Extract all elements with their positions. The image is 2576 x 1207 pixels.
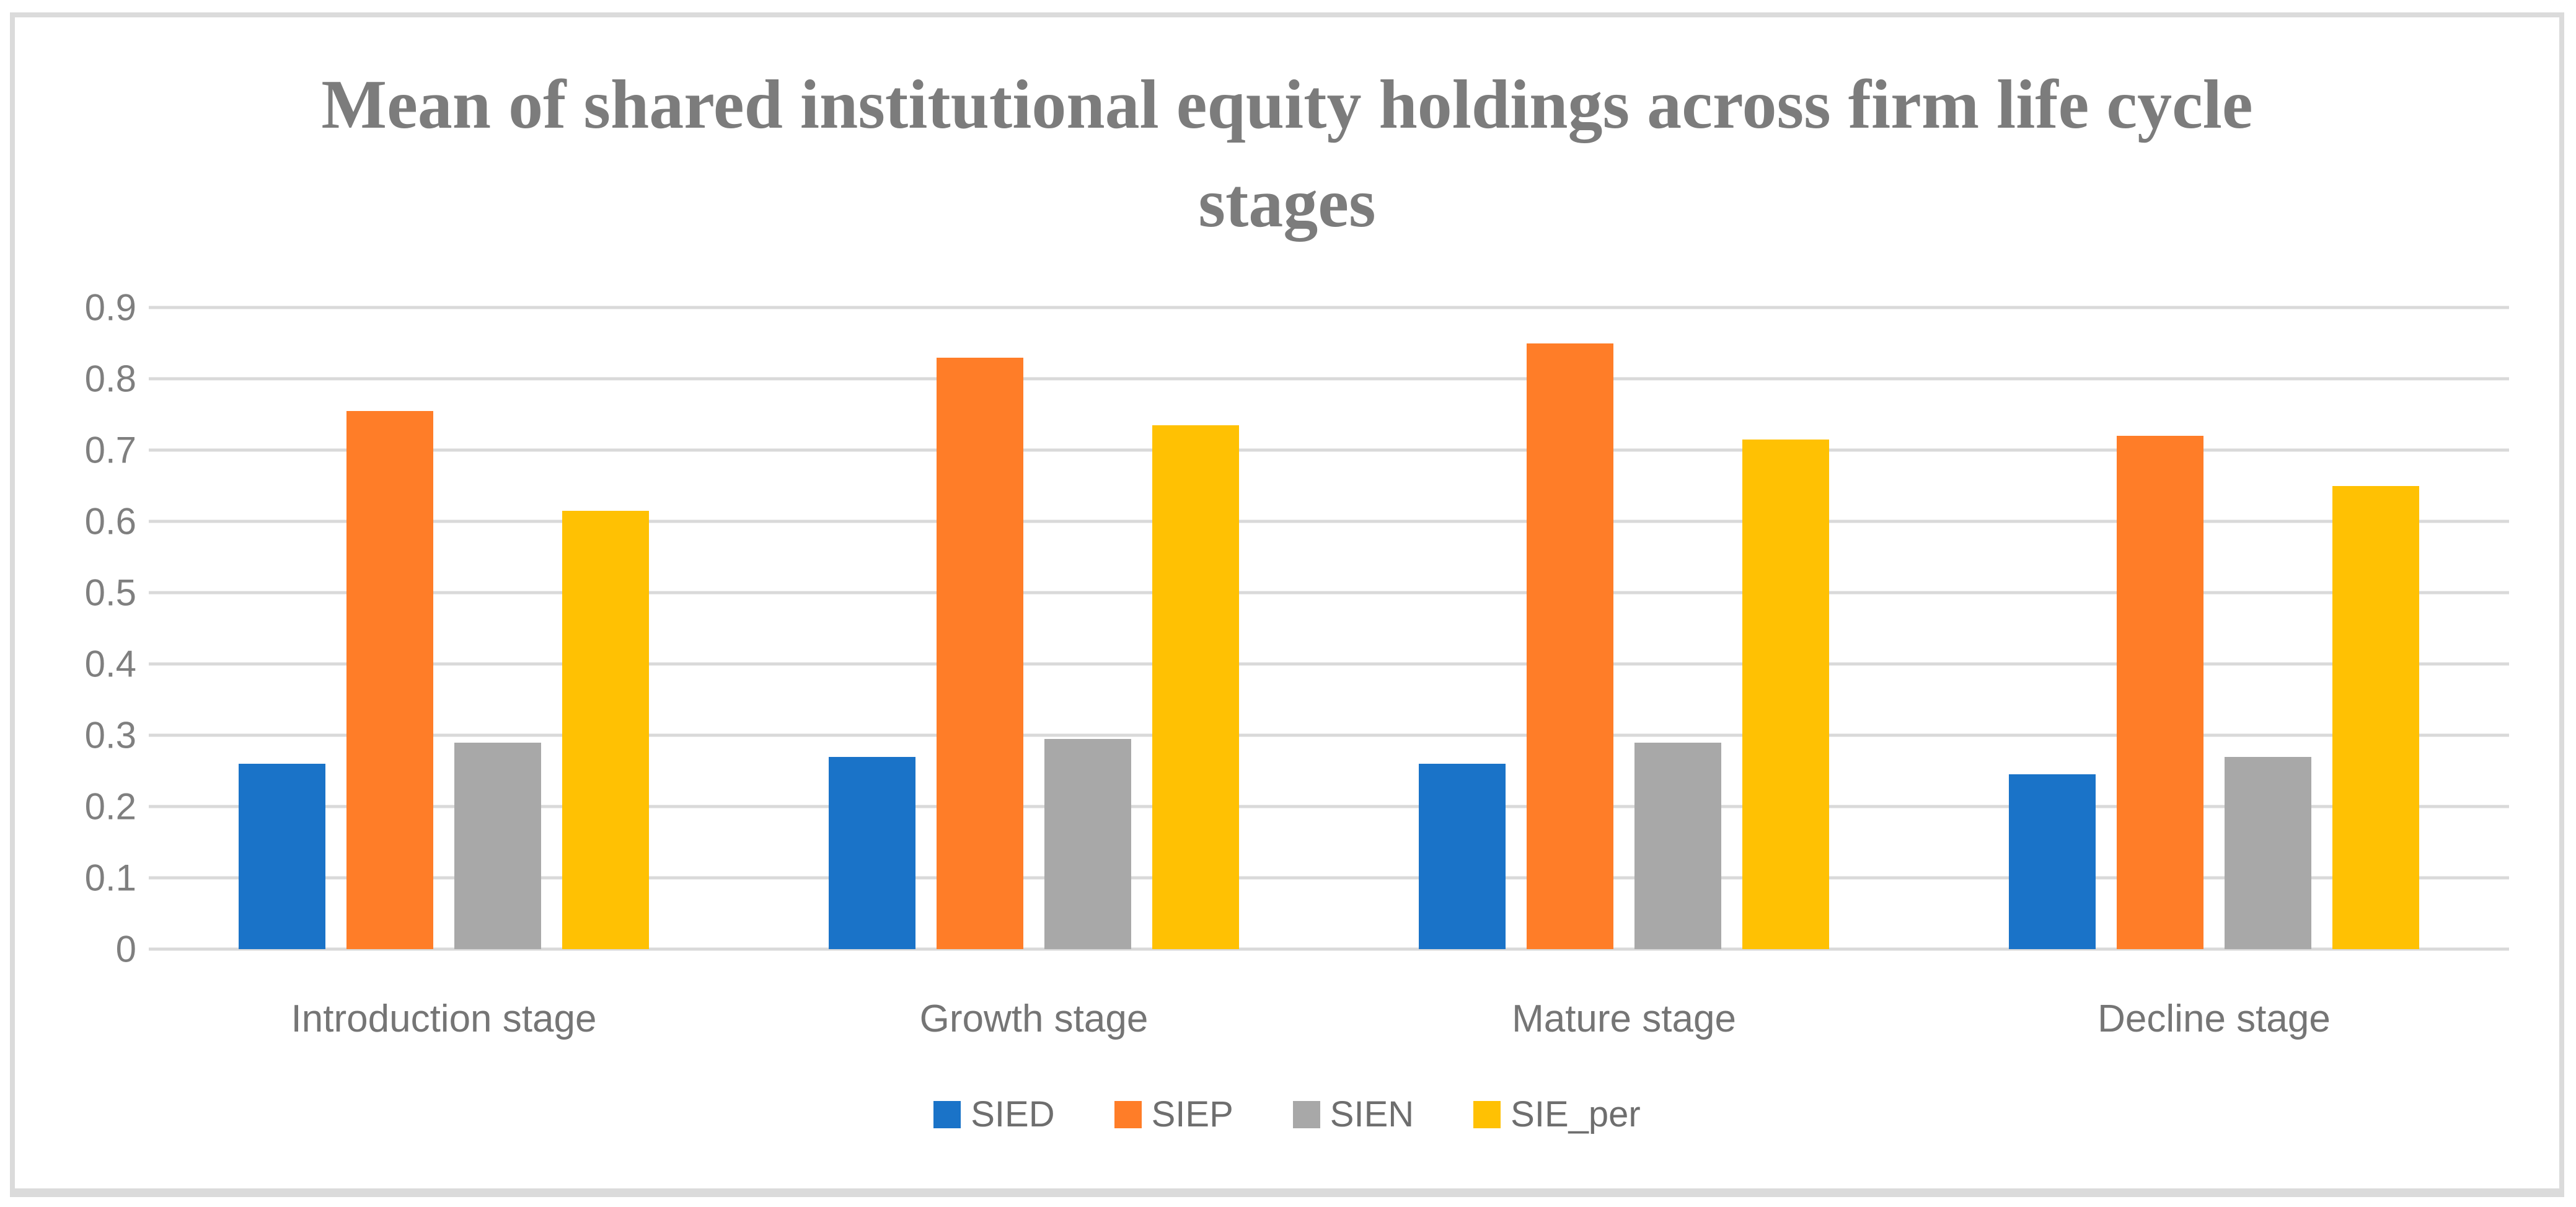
gridline-0.8 (149, 377, 2509, 381)
y-tick-label: 0.4 (84, 643, 136, 685)
bar-group-decline-stage (1919, 307, 2509, 949)
bar-SIEP-growth-stage (937, 357, 1023, 949)
legend-label: SIED (971, 1094, 1055, 1134)
legend-item-SIEN: SIEN (1292, 1094, 1414, 1135)
bar-SIEN-growth-stage (1044, 738, 1131, 949)
bar-SIEP-mature-stage (1527, 343, 1613, 949)
x-axis-label: Decline stage (2097, 997, 2331, 1040)
bar-SIED-decline-stage (2009, 774, 2096, 949)
bar-SIE_per-introduction-stage (562, 510, 649, 949)
gridline-0.3 (149, 733, 2509, 737)
bar-SIEP-introduction-stage (346, 410, 433, 949)
bar-SIE_per-growth-stage (1152, 425, 1239, 949)
plot-area (149, 306, 2509, 951)
y-tick-label: 0.9 (84, 286, 136, 329)
gridline-0.4 (149, 662, 2509, 666)
y-tick-label: 0.7 (84, 429, 136, 471)
bar-group-growth-stage (739, 307, 1329, 949)
gridline-0.9 (149, 306, 2509, 309)
y-tick-label: 0 (115, 928, 136, 970)
gridline-0.7 (149, 448, 2509, 452)
gridline-0.5 (149, 591, 2509, 595)
gridline-0.2 (149, 805, 2509, 808)
bar-SIEN-decline-stage (2225, 756, 2311, 949)
bar-groups (149, 307, 2509, 949)
bar-group-introduction-stage (149, 307, 739, 949)
legend-swatch-icon (1114, 1100, 1142, 1128)
gridline-0.1 (149, 876, 2509, 880)
legend-swatch-icon (1292, 1100, 1320, 1128)
legend-item-SIED: SIED (933, 1094, 1055, 1135)
chart-title: Mean of shared institutional equity hold… (15, 56, 2559, 253)
gridline-0.6 (149, 519, 2509, 523)
legend-swatch-icon (933, 1100, 961, 1128)
bar-SIED-mature-stage (1419, 764, 1506, 949)
y-axis-tick-labels: 0.9 0.8 0.7 0.6 0.5 0.4 0.3 0.2 0.1 0 (37, 287, 136, 970)
x-axis-category-labels: Introduction stage Growth stage Mature sta… (149, 997, 2509, 1041)
legend-label: SIE_per (1511, 1094, 1641, 1134)
bar-SIEN-mature-stage (1634, 742, 1721, 949)
y-tick-label: 0.3 (84, 714, 136, 756)
chart-figure: Mean of shared institutional equity hold… (10, 12, 2564, 1197)
bar-group-mature-stage (1329, 307, 1919, 949)
bar-SIE_per-mature-stage (1742, 439, 1829, 949)
bar-SIE_per-decline-stage (2332, 485, 2419, 949)
chart-title-text: Mean of shared institutional equity hold… (321, 66, 2253, 242)
legend-label: SIEP (1151, 1094, 1233, 1134)
legend-label: SIEN (1330, 1094, 1414, 1134)
y-tick-label: 0.2 (84, 785, 136, 828)
y-tick-label: 0.1 (84, 857, 136, 899)
bar-SIEP-decline-stage (2117, 436, 2203, 949)
legend-item-SIEP: SIEP (1114, 1094, 1233, 1135)
y-tick-label: 0.5 (84, 572, 136, 614)
legend: SIED SIEP SIEN SIE_per (15, 1094, 2559, 1135)
legend-item-SIE_per: SIE_per (1473, 1094, 1641, 1135)
legend-swatch-icon (1473, 1100, 1501, 1128)
y-tick-label: 0.8 (84, 358, 136, 400)
gridline-0 (149, 947, 2509, 951)
x-axis-label: Growth stage (919, 997, 1149, 1040)
x-axis-label: Mature stage (1512, 997, 1736, 1040)
bar-SIED-introduction-stage (239, 764, 325, 949)
x-axis-label: Introduction stage (291, 997, 597, 1040)
y-tick-label: 0.6 (84, 500, 136, 542)
bar-SIED-growth-stage (829, 756, 915, 949)
bar-SIEN-introduction-stage (454, 742, 541, 949)
